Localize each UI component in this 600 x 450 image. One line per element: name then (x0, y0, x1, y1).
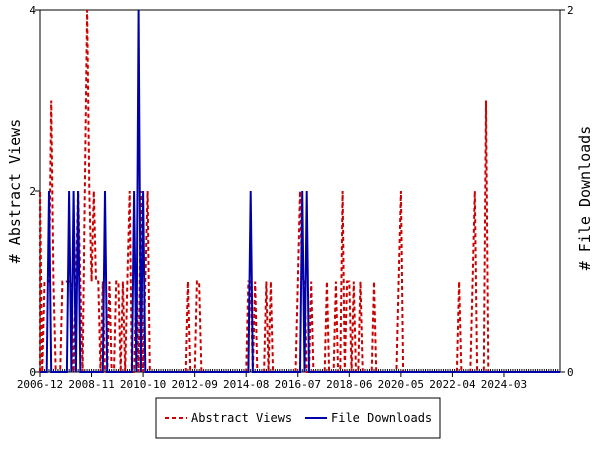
x-tick-label: 2018-06 (326, 378, 372, 391)
y-left-tick-label: 0 (29, 366, 36, 379)
y-axis-left-label: # Abstract Views (6, 119, 24, 264)
legend: Abstract Views File Downloads (155, 397, 441, 439)
x-tick-label: 2020-05 (378, 378, 424, 391)
x-tick-label: 2022-04 (429, 378, 476, 391)
x-tick-label: 2006-12 (17, 378, 63, 391)
y-right-tick-label: 2 (567, 4, 574, 17)
y-axis-right-label: # File Downloads (576, 126, 594, 271)
x-tick-label: 2024-03 (481, 378, 527, 391)
y-right-tick-label: 0 (567, 366, 574, 379)
legend-label-abstract-views: Abstract Views (191, 411, 292, 425)
y-left-tick-label: 4 (29, 4, 36, 17)
x-tick-label: 2008-11 (68, 378, 114, 391)
legend-box (155, 397, 441, 439)
file-downloads-line (40, 9, 560, 373)
legend-label-file-downloads: File Downloads (331, 411, 432, 425)
x-tick-label: 2010-10 (120, 378, 166, 391)
x-tick-label: 2012-09 (171, 378, 217, 391)
y-left-tick-label: 2 (29, 185, 36, 198)
x-tick-label: 2014-08 (223, 378, 269, 391)
x-tick-label: 2016-07 (275, 378, 321, 391)
